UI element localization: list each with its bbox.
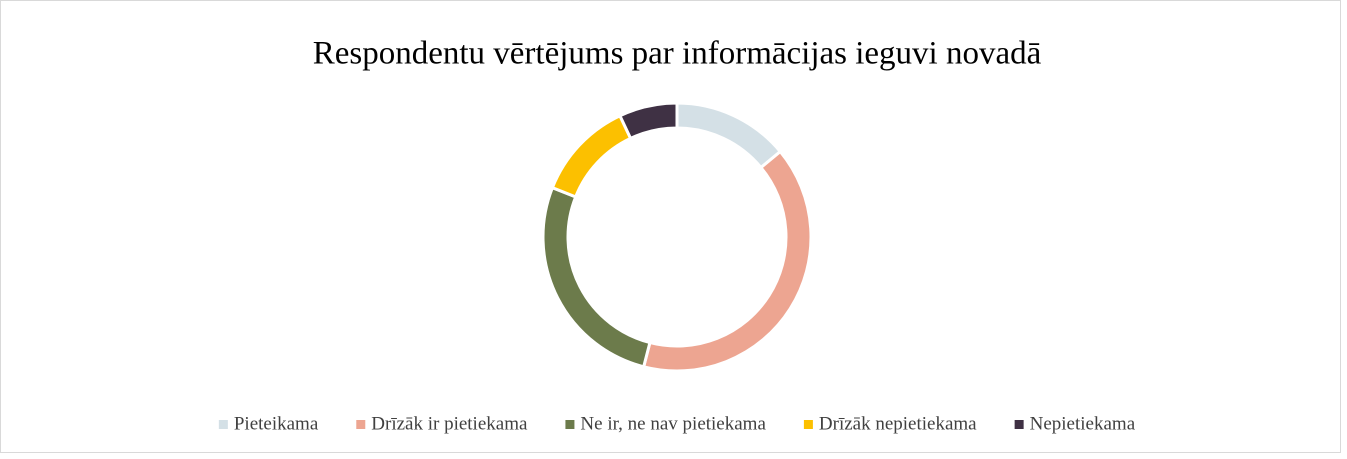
chart-title: Respondentu vērtējums par informācijas i… xyxy=(313,36,1042,72)
legend-label: Drīzāk ir pietiekama xyxy=(371,413,528,434)
donut-segment xyxy=(617,101,679,141)
legend-label: Nepietiekama xyxy=(1030,413,1136,434)
legend-swatch xyxy=(1014,420,1024,429)
legend-swatch xyxy=(565,420,575,429)
legend-label: Drīzāk nepietiekama xyxy=(819,413,977,434)
legend-swatch xyxy=(803,420,813,429)
legend-swatch xyxy=(218,420,228,429)
legend-swatch xyxy=(356,420,366,429)
legend-label: Ne ir, ne nav pietiekama xyxy=(580,413,766,434)
legend-label: Pieteikama xyxy=(234,413,319,434)
